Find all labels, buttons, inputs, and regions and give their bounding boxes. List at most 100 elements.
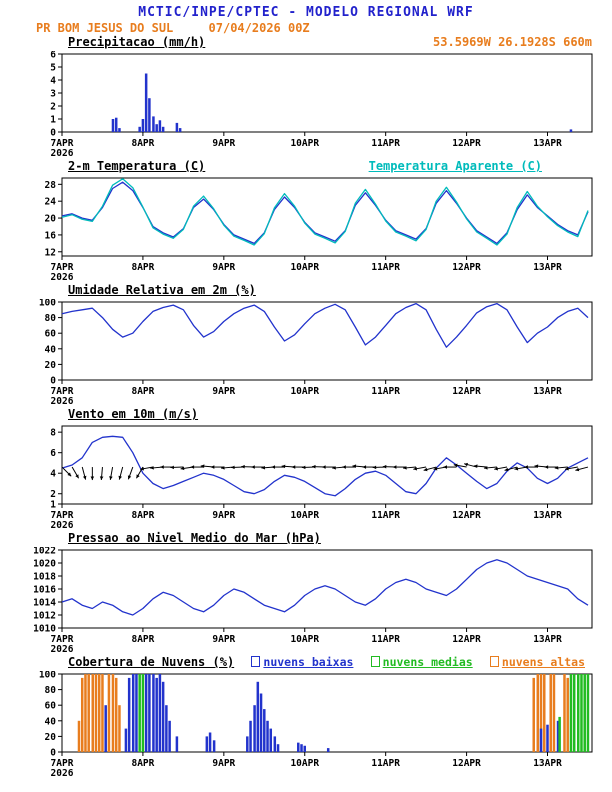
panel-precipitation-title-row: Precipitacao (mm/h) 53.5969W 26.1928S 66… — [0, 35, 612, 51]
apparent-temperature-label: Temperatura Aparente (C) — [368, 159, 542, 173]
svg-text:9APR: 9APR — [212, 634, 235, 645]
legend-nuvens-medias: nuvens medias — [370, 655, 473, 669]
svg-text:2026: 2026 — [51, 644, 74, 655]
svg-text:100: 100 — [39, 299, 56, 309]
svg-text:11APR: 11APR — [371, 634, 400, 645]
page-title: MCTIC/INPE/CPTEC - MODELO REGIONAL WRF — [138, 5, 474, 20]
svg-text:10APR: 10APR — [290, 634, 319, 645]
svg-text:1016: 1016 — [33, 585, 56, 596]
svg-text:11APR: 11APR — [371, 758, 400, 769]
svg-text:8APR: 8APR — [131, 634, 154, 645]
svg-text:7APR: 7APR — [51, 386, 74, 397]
svg-text:9APR: 9APR — [212, 138, 235, 149]
station-coordinates: 53.5969W 26.1928S 660m — [433, 35, 592, 49]
svg-text:13APR: 13APR — [533, 138, 562, 149]
svg-text:80: 80 — [45, 313, 57, 324]
svg-text:12APR: 12APR — [452, 634, 481, 645]
svg-text:1: 1 — [50, 115, 56, 126]
svg-text:20: 20 — [45, 360, 57, 371]
svg-text:8APR: 8APR — [131, 510, 154, 521]
svg-text:10APR: 10APR — [290, 758, 319, 769]
svg-text:9APR: 9APR — [212, 510, 235, 521]
panel-wind-title-row: Vento em 10m (m/s) — [0, 407, 612, 423]
svg-text:9APR: 9APR — [212, 262, 235, 273]
legend-box-medias — [370, 656, 380, 667]
svg-text:2026: 2026 — [51, 272, 74, 283]
svg-text:13APR: 13APR — [533, 262, 562, 273]
svg-text:11APR: 11APR — [371, 138, 400, 149]
svg-text:11APR: 11APR — [371, 386, 400, 397]
svg-text:11APR: 11APR — [371, 262, 400, 273]
panel-pressure-title: Pressao ao Nivel Medio do Mar (hPa) — [68, 531, 321, 545]
svg-text:2026: 2026 — [51, 768, 74, 779]
svg-text:16: 16 — [45, 230, 57, 241]
run-datetime: 07/04/2026 00Z — [208, 21, 310, 35]
svg-text:12APR: 12APR — [452, 758, 481, 769]
panel-temperature: 2-m Temperatura (C) Temperatura Aparente… — [0, 159, 612, 283]
panel-humidity-title-row: Umidade Relativa em 2m (%) — [0, 283, 612, 299]
svg-text:80: 80 — [45, 685, 57, 696]
svg-text:4: 4 — [50, 76, 56, 87]
svg-text:8APR: 8APR — [131, 138, 154, 149]
svg-text:3: 3 — [50, 89, 56, 100]
panel-pressure-title-row: Pressao ao Nivel Medio do Mar (hPa) — [0, 531, 612, 547]
panel-temperature-title: 2-m Temperatura (C) — [68, 159, 206, 173]
svg-text:2026: 2026 — [51, 396, 74, 407]
panel-cloud-cover: Cobertura de Nuvens (%) nuvens baixas nu… — [0, 655, 612, 779]
svg-text:8APR: 8APR — [131, 386, 154, 397]
svg-text:7APR: 7APR — [51, 138, 74, 149]
panel-cloud-cover-title-row: Cobertura de Nuvens (%) nuvens baixas nu… — [0, 655, 612, 671]
svg-text:6: 6 — [50, 448, 56, 459]
svg-text:12APR: 12APR — [452, 510, 481, 521]
svg-text:6: 6 — [50, 51, 56, 61]
svg-text:8APR: 8APR — [131, 262, 154, 273]
station-name: PR BOM JESUS DO SUL — [36, 21, 174, 35]
legend-label-altas: nuvens altas — [501, 655, 585, 669]
svg-text:12APR: 12APR — [452, 262, 481, 273]
panel-pressure: Pressao ao Nivel Medio do Mar (hPa) 1010… — [0, 531, 612, 655]
legend-nuvens-altas: nuvens altas — [489, 655, 585, 669]
svg-text:20: 20 — [45, 732, 57, 743]
svg-text:2: 2 — [50, 489, 56, 500]
svg-text:7APR: 7APR — [51, 510, 74, 521]
svg-text:10APR: 10APR — [290, 386, 319, 397]
svg-text:2: 2 — [50, 102, 56, 113]
svg-text:1022: 1022 — [33, 547, 56, 557]
panel-wind: Vento em 10m (m/s) 1 2 4 6 8 7APR 2026 8APR 9APR… — [0, 407, 612, 531]
svg-text:7APR: 7APR — [51, 634, 74, 645]
legend-label-baixas: nuvens baixas — [263, 655, 354, 669]
panel-precipitation: Precipitacao (mm/h) 53.5969W 26.1928S 66… — [0, 35, 612, 159]
legend-box-altas — [489, 656, 499, 667]
svg-text:13APR: 13APR — [533, 386, 562, 397]
svg-text:8: 8 — [50, 428, 56, 439]
svg-text:40: 40 — [45, 344, 57, 355]
svg-text:13APR: 13APR — [533, 634, 562, 645]
svg-text:9APR: 9APR — [212, 758, 235, 769]
svg-text:12APR: 12APR — [452, 138, 481, 149]
panel-humidity-title: Umidade Relativa em 2m (%) — [68, 283, 256, 297]
panel-wind-title: Vento em 10m (m/s) — [68, 407, 199, 421]
svg-text:1014: 1014 — [33, 598, 56, 609]
svg-text:2026: 2026 — [51, 520, 74, 531]
svg-text:13APR: 13APR — [533, 510, 562, 521]
svg-text:11APR: 11APR — [371, 510, 400, 521]
legend-box-baixas — [251, 656, 261, 667]
svg-text:4: 4 — [50, 469, 56, 480]
svg-text:7APR: 7APR — [51, 262, 74, 273]
svg-text:60: 60 — [45, 701, 57, 712]
svg-text:60: 60 — [45, 329, 57, 340]
svg-text:1020: 1020 — [33, 559, 56, 570]
header: MCTIC/INPE/CPTEC - MODELO REGIONAL WRF P… — [0, 0, 612, 35]
svg-text:0: 0 — [50, 128, 56, 139]
svg-text:20: 20 — [45, 214, 57, 225]
svg-text:9APR: 9APR — [212, 386, 235, 397]
svg-text:5: 5 — [50, 63, 56, 74]
svg-text:10APR: 10APR — [290, 262, 319, 273]
panel-temperature-title-row: 2-m Temperatura (C) Temperatura Aparente… — [0, 159, 612, 175]
svg-text:10APR: 10APR — [290, 510, 319, 521]
